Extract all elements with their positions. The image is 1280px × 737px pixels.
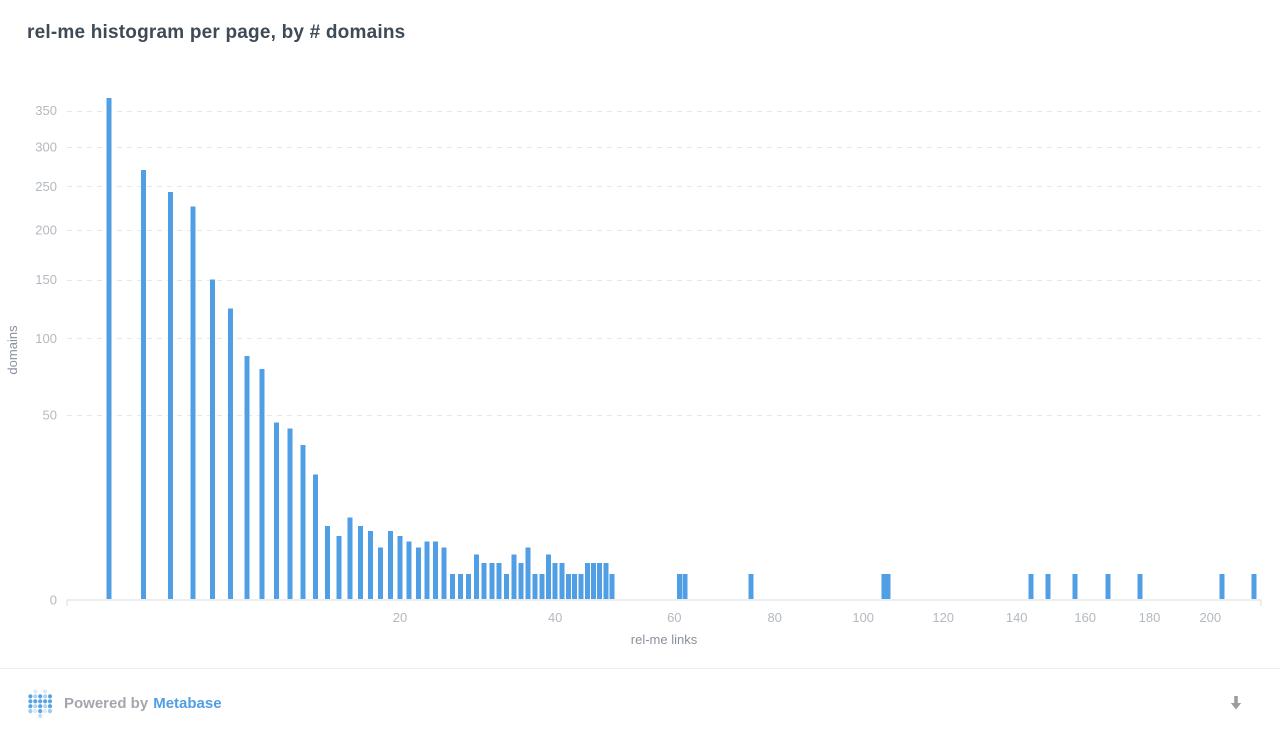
histogram-bar[interactable] <box>466 573 472 599</box>
y-tick-label: 0 <box>50 593 57 608</box>
histogram-bar[interactable] <box>210 279 216 599</box>
histogram-bar[interactable] <box>677 573 683 599</box>
powered-by-label: Powered by <box>64 694 149 712</box>
histogram-bar[interactable] <box>552 563 558 599</box>
histogram-bar[interactable] <box>1219 573 1225 599</box>
x-tick-label: 20 <box>393 610 407 625</box>
histogram-bar[interactable] <box>1137 573 1143 599</box>
y-tick-label: 50 <box>43 408 57 423</box>
histogram-bar[interactable] <box>474 554 479 599</box>
histogram-bar[interactable] <box>603 563 609 599</box>
histogram-bar[interactable] <box>518 563 524 599</box>
histogram-bar[interactable] <box>504 573 510 599</box>
histogram-bar[interactable] <box>287 428 293 600</box>
histogram-bar[interactable] <box>597 563 603 599</box>
metabase-brand-label: Metabase <box>153 694 222 712</box>
metabase-attribution-link[interactable]: Powered by Metabase <box>28 688 222 718</box>
histogram-bar[interactable] <box>433 541 439 600</box>
metabase-logo-icon <box>28 688 53 718</box>
histogram-bar[interactable] <box>584 563 590 599</box>
histogram-bar[interactable] <box>406 541 412 600</box>
histogram-bar[interactable] <box>388 530 393 599</box>
histogram-bar[interactable] <box>244 356 250 599</box>
y-tick-label: 250 <box>35 179 57 194</box>
histogram-bar[interactable] <box>1072 573 1078 599</box>
histogram-bar[interactable] <box>559 563 565 599</box>
histogram-bar[interactable] <box>259 369 265 599</box>
histogram-bar[interactable] <box>357 526 363 599</box>
x-tick-label: 60 <box>667 610 681 625</box>
histogram-bar[interactable] <box>397 535 403 599</box>
histogram-bar[interactable] <box>748 573 754 599</box>
histogram-bar[interactable] <box>141 170 147 599</box>
histogram-bar[interactable] <box>1028 573 1034 599</box>
footer: Powered by Metabase <box>0 668 1280 737</box>
histogram-bar[interactable] <box>489 563 495 599</box>
histogram-bar[interactable] <box>106 98 112 599</box>
histogram-bar[interactable] <box>336 535 342 599</box>
x-tick-label: 160 <box>1074 610 1096 625</box>
histogram-bar[interactable] <box>167 192 173 599</box>
x-tick-label: 80 <box>767 610 781 625</box>
x-axis-line <box>66 599 1262 606</box>
histogram-bar[interactable] <box>228 308 233 599</box>
histogram-bar[interactable] <box>274 422 280 599</box>
histogram-bar[interactable] <box>572 573 578 599</box>
histogram-bar[interactable] <box>481 563 487 599</box>
histogram-bar[interactable] <box>885 573 891 599</box>
histogram-bar[interactable] <box>591 563 597 599</box>
x-tick-label: 120 <box>932 610 954 625</box>
histogram-bar[interactable] <box>578 573 584 599</box>
x-tick-label: 180 <box>1139 610 1161 625</box>
histogram-bar[interactable] <box>1045 573 1051 599</box>
histogram-svg: 0 50 100 150 200 250 300 350 20 40 60 80 100 120 140 16… <box>5 98 1262 647</box>
x-tick-label: 40 <box>548 610 562 625</box>
histogram-bar[interactable] <box>682 573 688 599</box>
histogram-bar[interactable] <box>458 573 464 599</box>
y-tick-label: 300 <box>35 139 57 154</box>
histogram-bar[interactable] <box>539 573 545 599</box>
histogram-bar[interactable] <box>450 573 455 599</box>
histogram-bar[interactable] <box>881 573 887 599</box>
download-arrow-icon <box>1230 696 1242 710</box>
histogram-bar[interactable] <box>1251 573 1257 599</box>
histogram-bar[interactable] <box>313 474 318 600</box>
histogram-bar[interactable] <box>1105 573 1111 599</box>
x-tick-label: 140 <box>1006 610 1028 625</box>
histogram-bar[interactable] <box>368 530 374 599</box>
y-tick-label: 100 <box>35 331 57 346</box>
histogram-bar[interactable] <box>378 547 384 599</box>
y-tick-label: 350 <box>35 103 57 118</box>
x-axis-title: rel-me links <box>631 632 698 647</box>
histogram-bar[interactable] <box>609 573 615 599</box>
histogram-bar[interactable] <box>496 563 502 599</box>
y-axis-title: domains <box>5 325 20 375</box>
histogram-bar[interactable] <box>525 547 531 599</box>
download-button[interactable] <box>1222 689 1250 717</box>
histogram-bar[interactable] <box>424 541 430 600</box>
histogram-bar[interactable] <box>415 547 421 599</box>
x-tick-label: 100 <box>852 610 874 625</box>
histogram-bar[interactable] <box>347 517 353 599</box>
x-tick-label: 200 <box>1199 610 1221 625</box>
histogram-bar[interactable] <box>300 445 306 599</box>
histogram-bar[interactable] <box>324 526 330 599</box>
chart-title: rel-me histogram per page, by # domains <box>27 22 406 43</box>
histogram-bar[interactable] <box>565 573 571 599</box>
histogram-bar[interactable] <box>441 547 447 599</box>
histogram-bar[interactable] <box>546 554 551 599</box>
histogram-bar[interactable] <box>532 573 538 599</box>
histogram-bar[interactable] <box>511 554 517 599</box>
y-tick-label: 150 <box>35 272 57 287</box>
y-tick-label: 200 <box>35 223 57 238</box>
histogram-bar[interactable] <box>190 206 196 599</box>
